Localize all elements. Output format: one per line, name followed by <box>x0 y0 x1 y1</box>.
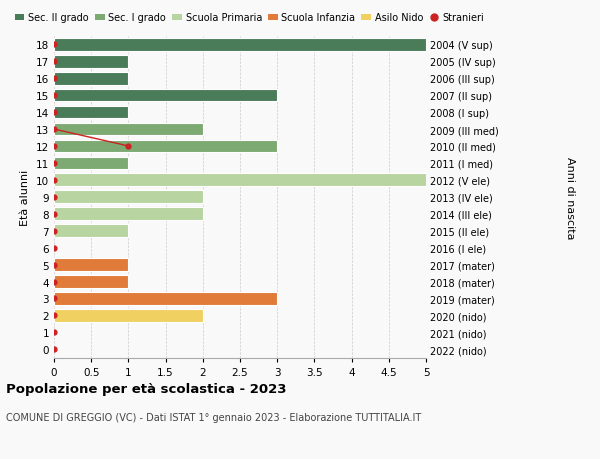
Bar <box>54 208 203 221</box>
Bar <box>54 90 277 102</box>
Bar <box>54 140 277 153</box>
Bar <box>54 157 128 170</box>
Y-axis label: Età alunni: Età alunni <box>20 169 31 225</box>
Bar <box>54 73 128 85</box>
Bar <box>54 225 128 237</box>
Bar <box>54 191 203 204</box>
Bar <box>54 292 277 305</box>
Bar <box>54 259 128 271</box>
Bar <box>54 39 426 51</box>
Bar <box>54 56 128 68</box>
Y-axis label: Anni di nascita: Anni di nascita <box>565 156 575 239</box>
Text: COMUNE DI GREGGIO (VC) - Dati ISTAT 1° gennaio 2023 - Elaborazione TUTTITALIA.IT: COMUNE DI GREGGIO (VC) - Dati ISTAT 1° g… <box>6 412 421 422</box>
Bar <box>54 106 128 119</box>
Legend: Sec. II grado, Sec. I grado, Scuola Primaria, Scuola Infanzia, Asilo Nido, Stran: Sec. II grado, Sec. I grado, Scuola Prim… <box>11 10 488 27</box>
Bar <box>54 123 203 136</box>
Bar <box>54 275 128 288</box>
Text: Popolazione per età scolastica - 2023: Popolazione per età scolastica - 2023 <box>6 382 287 396</box>
Bar <box>54 309 203 322</box>
Bar <box>54 174 426 187</box>
